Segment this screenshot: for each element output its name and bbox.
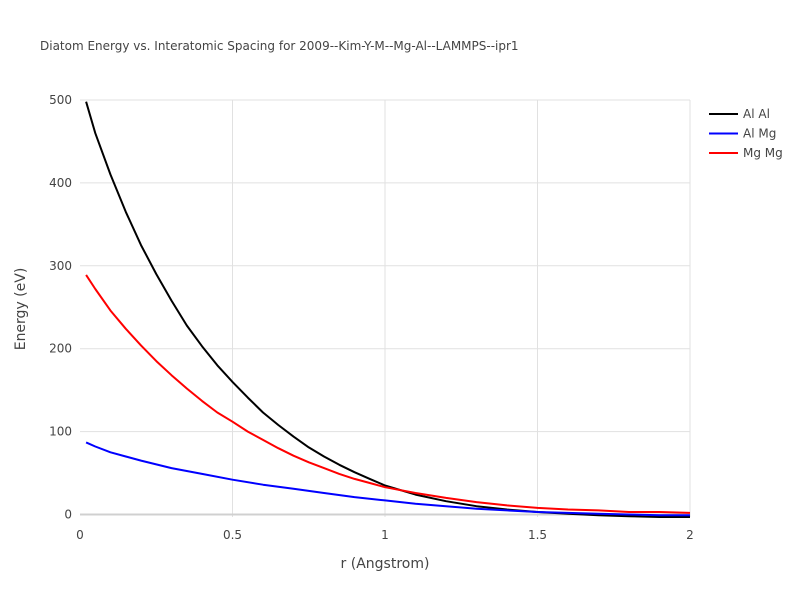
legend: Al Al Al Mg Mg Mg <box>709 107 783 160</box>
series-line-mg-mg <box>85 274 690 514</box>
y-axis-title: Energy (eV) <box>13 268 29 351</box>
legend-item-al-al[interactable]: Al Al <box>709 107 770 121</box>
series-line-al-al <box>85 101 690 518</box>
x-tick-label: 0 <box>76 528 84 542</box>
x-tick-label: 1 <box>381 528 389 542</box>
y-tick-label: 300 <box>49 259 72 273</box>
legend-item-al-mg[interactable]: Al Mg <box>709 127 776 141</box>
y-tick-label: 500 <box>49 93 72 107</box>
legend-label: Mg Mg <box>743 146 783 160</box>
legend-item-mg-mg[interactable]: Mg Mg <box>709 146 783 160</box>
x-axis: 0 0.5 1 1.5 2 <box>76 528 694 542</box>
chart-title: Diatom Energy vs. Interatomic Spacing fo… <box>40 39 519 53</box>
plot-area <box>85 101 690 518</box>
y-tick-label: 100 <box>49 425 72 439</box>
legend-label: Al Mg <box>743 127 776 141</box>
legend-label: Al Al <box>743 107 770 121</box>
x-axis-title: r (Angstrom) <box>341 556 430 572</box>
x-tick-label: 2 <box>686 528 694 542</box>
series-line-al-mg <box>85 441 690 517</box>
y-tick-label: 200 <box>49 342 72 356</box>
y-tick-label: 0 <box>64 508 72 522</box>
y-tick-label: 400 <box>49 176 72 190</box>
y-gridlines <box>80 99 690 516</box>
y-axis: 0 100 200 300 400 500 <box>49 93 72 522</box>
x-tick-label: 1.5 <box>528 528 547 542</box>
x-tick-label: 0.5 <box>223 528 242 542</box>
x-gridlines <box>232 100 691 517</box>
